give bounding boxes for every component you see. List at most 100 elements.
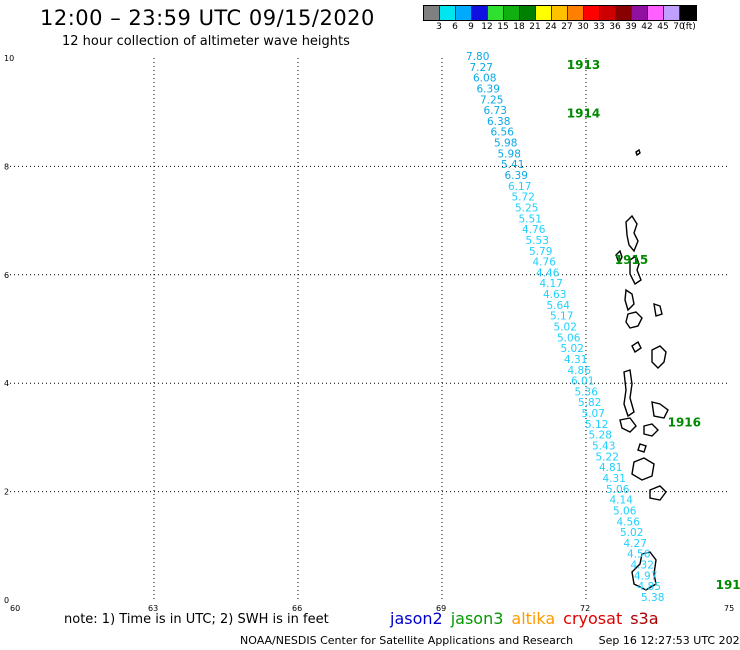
color-swatch (616, 6, 632, 20)
pass-time-label: 1915 (615, 253, 648, 267)
scale-label: (ft) (682, 22, 696, 32)
satellite-name: jason3 (450, 609, 504, 628)
wave-height-label: 6.39 (505, 170, 528, 182)
wave-height-label: 5.72 (512, 192, 535, 204)
wave-height-label: 4.56 (617, 516, 641, 528)
wave-height-label: 5.07 (582, 408, 605, 420)
scale-label: 3 (436, 22, 442, 32)
wave-height-label: 5.28 (589, 430, 612, 442)
wave-height-label: 5.36 (575, 386, 599, 398)
pass-time-label: 1917 (716, 578, 740, 592)
island-outline (624, 288, 635, 312)
island-outline (653, 302, 663, 317)
scale-label: 39 (625, 22, 637, 32)
color-swatch (632, 6, 648, 20)
y-tick-label: 8 (4, 162, 9, 171)
y-tick-label: 10 (4, 54, 14, 63)
color-swatch (648, 6, 664, 20)
scale-label: 27 (561, 22, 573, 32)
wave-height-label: 4.85 (638, 581, 661, 593)
wave-height-label: 6.01 (571, 376, 594, 388)
color-swatch (536, 6, 552, 20)
satellite-name: jason2 (390, 609, 443, 628)
wave-height-label: 4.76 (533, 257, 557, 269)
wave-height-label: 5.02 (561, 343, 584, 355)
y-tick-label: 2 (4, 488, 9, 497)
color-swatch (504, 6, 520, 20)
wave-height-label: 7.27 (470, 62, 493, 74)
wave-height-label: 4.81 (599, 462, 622, 474)
wave-height-labels: 7.807.276.086.397.256.736.386.565.985.98… (466, 51, 664, 604)
pass-time-label: 1914 (567, 107, 600, 121)
wave-height-label: 5.17 (550, 311, 573, 323)
scale-label: 18 (513, 22, 525, 32)
island-outline (629, 254, 642, 286)
scale-label: 9 (468, 22, 474, 32)
color-swatch (488, 6, 504, 20)
scale-label: 45 (657, 22, 669, 32)
units-note: note: 1) Time is in UTC; 2) SWH is in fe… (64, 612, 329, 627)
island-outline (625, 311, 643, 329)
wave-height-label: 4.27 (624, 538, 647, 550)
wave-height-label: 5.06 (606, 484, 630, 496)
wave-height-label: 4.31 (603, 473, 626, 485)
island-outlines (615, 148, 669, 591)
wave-height-label: 5.02 (620, 527, 643, 539)
scale-label: 30 (577, 22, 589, 32)
island-outline (651, 401, 669, 419)
wave-height-label: 7.25 (480, 94, 503, 106)
scale-label: 15 (497, 22, 509, 32)
wave-height-label: 6.17 (508, 181, 531, 193)
scale-label: 70 (673, 22, 685, 32)
wave-height-label: 5.82 (578, 397, 601, 409)
scale-label: 42 (641, 22, 653, 32)
generated-timestamp: Sep 16 12:27:53 UTC 2020 (598, 634, 740, 647)
color-swatch (568, 6, 584, 20)
satellite-legend: jason2 jason3 altika cryosat s3a (390, 609, 667, 628)
wave-height-label: 4.46 (536, 267, 560, 279)
wave-height-label: 5.12 (585, 419, 608, 431)
island-outline (623, 369, 635, 418)
wave-height-label: 5.53 (526, 235, 549, 247)
x-tick-label: 63 (148, 604, 158, 613)
wave-height-label: 5.98 (494, 138, 517, 150)
wave-height-label: 4.14 (610, 495, 634, 507)
x-tick-label: 72 (580, 604, 590, 613)
x-tick-label: 69 (436, 604, 446, 613)
wave-height-label: 5.06 (613, 505, 637, 517)
color-swatch (680, 6, 696, 20)
wave-height-label: 4.86 (568, 365, 592, 377)
pass-labels: 1913 1914 1915 1916 1917 (567, 58, 740, 592)
wave-height-label: 4.17 (540, 278, 563, 290)
wave-height-label: 5.02 (554, 322, 577, 334)
page-title: 12:00 – 23:59 UTC 09/15/2020 (40, 6, 375, 30)
footer-credit: NOAA/NESDIS Center for Satellite Applica… (240, 634, 740, 647)
island-outline (631, 457, 655, 481)
wave-height-label: 6.08 (473, 73, 496, 85)
island-outline (643, 423, 659, 437)
wave-height-label: 4.56 (627, 549, 651, 561)
satellite-name: cryosat (563, 609, 623, 628)
wave-height-label: 5.79 (529, 246, 552, 258)
wave-height-label: 4.32 (631, 560, 654, 572)
wave-height-label: 4.63 (543, 289, 566, 301)
color-swatch (472, 6, 488, 20)
color-swatch (664, 6, 680, 20)
credit-text: NOAA/NESDIS Center for Satellite Applica… (240, 634, 574, 647)
color-swatch (520, 6, 536, 20)
color-scale (423, 5, 697, 21)
wave-height-label: 5.43 (592, 441, 615, 453)
wave-height-label: 5.22 (596, 451, 619, 463)
x-tick-label: 75 (724, 604, 734, 613)
island-outline (637, 443, 647, 453)
wave-height-label: 5.06 (557, 332, 581, 344)
scale-label: 21 (529, 22, 541, 32)
color-swatch (552, 6, 568, 20)
wave-height-label: 5.64 (547, 300, 571, 312)
color-swatch (456, 6, 472, 20)
scale-label: 6 (452, 22, 458, 32)
axis-tick-labels: 60 63 66 69 72 75 0 2 4 6 8 10 (4, 54, 734, 613)
x-tick-label: 66 (292, 604, 302, 613)
wave-height-label: 6.56 (491, 127, 515, 139)
